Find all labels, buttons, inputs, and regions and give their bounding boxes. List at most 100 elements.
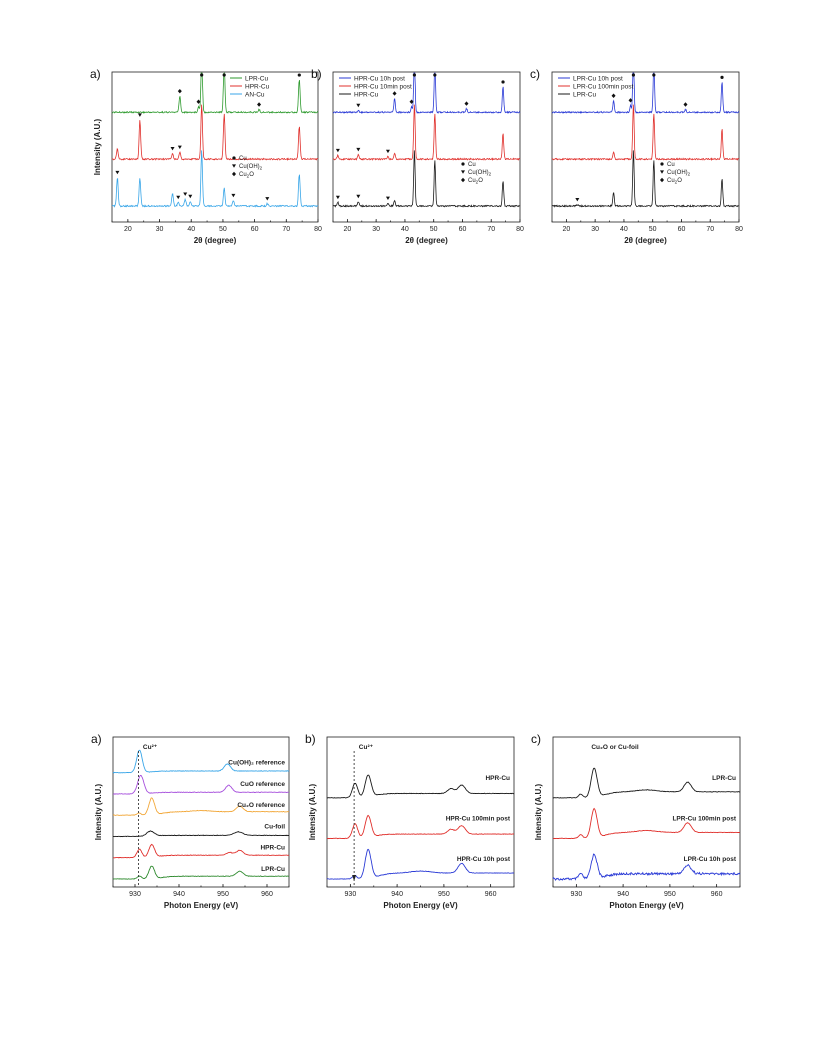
marker-cuoh2 — [335, 148, 340, 153]
marker-cuoh2 — [335, 195, 340, 200]
series-line — [327, 814, 514, 840]
x-tick-label: 30 — [591, 226, 599, 233]
xrd-chart-a: 20 30 40 50 60 70 80 2θ (degree) Intensity (A.U.… — [90, 67, 322, 245]
x-tick-label: 80 — [735, 226, 743, 233]
marker-legend-entry: Cu(OH)2 — [239, 164, 263, 171]
marker-cuoh2 — [170, 147, 175, 151]
panel-label: a) — [91, 732, 102, 746]
x-tick-label: 20 — [124, 226, 132, 233]
series-label: LPR-Cu 10h post — [684, 856, 737, 863]
marker-cu — [297, 73, 301, 77]
marker-cuoh2 — [188, 194, 193, 199]
x-tick-label: 30 — [156, 226, 164, 233]
marker-legend-entry: Cu — [667, 162, 675, 168]
x-tick-label: 20 — [562, 226, 570, 233]
series-line — [326, 848, 515, 880]
x-tick-label: 40 — [401, 226, 409, 233]
marker-cuoh2 — [232, 164, 236, 168]
marker-cuoh2 — [231, 193, 236, 198]
x-axis-label: 2θ (degree) — [624, 236, 667, 245]
plot-frame — [326, 736, 515, 888]
plot-frame — [551, 71, 740, 223]
series-line — [332, 150, 521, 208]
marker-cuoh2 — [461, 170, 465, 174]
series-label: Cu-foil — [264, 823, 285, 830]
x-tick-label: 60 — [251, 226, 259, 233]
marker-legend-entry: Cu2O — [468, 178, 483, 185]
x-tick-label: 960 — [261, 891, 273, 898]
legend-entry: HPR-Cu — [245, 83, 270, 90]
marker-cu — [461, 162, 465, 166]
marker-legend-entry: Cu(OH)2 — [667, 170, 691, 177]
arrow-head — [352, 875, 357, 881]
x-tick-label: 50 — [430, 226, 438, 233]
x-tick-label: 950 — [664, 891, 676, 898]
legend-entry: LPR-Cu — [245, 75, 269, 82]
legend-entry: LPR-Cu 100min post — [573, 83, 634, 90]
xas-chart-c: 930 940 950 960 Photon Energy (eV) Intensity … — [531, 732, 741, 910]
marker-cu2o — [660, 177, 664, 183]
marker-legend-entry: Cu — [239, 156, 247, 162]
x-tick-label: 940 — [173, 891, 185, 898]
series-line — [112, 749, 290, 774]
plot-frame — [111, 71, 319, 223]
x-tick-label: 950 — [217, 891, 229, 898]
x-tick-label: 930 — [129, 891, 141, 898]
series-line — [551, 104, 740, 162]
series-label: Cu₂O reference — [237, 802, 285, 809]
marker-cuoh2 — [385, 196, 390, 201]
panel-label: b) — [305, 732, 316, 746]
x-tick-label: 70 — [282, 226, 290, 233]
x-tick-label: 50 — [219, 226, 227, 233]
x-tick-label: 960 — [711, 891, 723, 898]
xas-chart-b: 930 940 950 960 Photon Energy (eV) Intensity … — [305, 732, 515, 910]
x-tick-label: 20 — [343, 226, 351, 233]
series-line — [112, 830, 290, 838]
marker-cuoh2 — [137, 113, 142, 117]
marker-cuoh2 — [115, 170, 120, 175]
marker-cu2o — [409, 99, 414, 104]
panel-label: a) — [90, 67, 101, 81]
xas-chart-a: 930 940 950 960 Photon Energy (eV) Intensity … — [91, 732, 290, 910]
xrd-chart-c: 20 30 40 50 60 70 80 2θ (degree) c) LPR-Cu 10h po… — [530, 67, 743, 245]
marker-legend-entry: Cu — [468, 162, 476, 168]
marker-cuoh2 — [356, 194, 361, 199]
marker-cuoh2 — [660, 170, 664, 174]
x-tick-label: 80 — [516, 226, 524, 233]
marker-cu2o — [628, 98, 633, 103]
series-label: LPR-Cu — [712, 775, 736, 782]
marker-cu — [232, 156, 236, 160]
marker-cu — [652, 73, 656, 77]
marker-cu — [720, 75, 724, 79]
series-line — [332, 104, 521, 161]
series-line — [332, 72, 521, 114]
x-tick-label: 50 — [649, 226, 657, 233]
x-axis-label: Photon Energy (eV) — [383, 901, 458, 910]
series-line — [111, 72, 319, 114]
x-axis-label: Photon Energy (eV) — [164, 901, 239, 910]
y-axis-label: Intensity (A.U.) — [534, 783, 543, 840]
series-label: CuO reference — [240, 781, 285, 788]
marker-cu2o — [464, 101, 469, 106]
x-tick-label: 950 — [438, 891, 450, 898]
marker-cu — [501, 80, 505, 84]
xrd-chart-b: 20 30 40 50 60 70 80 2θ (degree) b) HPR-Cu 10h po… — [311, 67, 524, 245]
x-tick-label: 940 — [617, 891, 629, 898]
marker-cuoh2 — [265, 197, 270, 201]
marker-cu2o — [196, 99, 201, 104]
legend-entry: HPR-Cu — [354, 91, 379, 98]
x-tick-label: 960 — [485, 891, 497, 898]
series-line — [552, 853, 741, 881]
peak-annotation: Cu²⁺ — [143, 744, 158, 751]
marker-cuoh2 — [356, 147, 361, 152]
peak-annotation: Cu²⁺ — [359, 744, 374, 751]
legend-entry: LPR-Cu — [573, 91, 597, 98]
legend-entry: LPR-Cu 10h post — [573, 75, 623, 82]
marker-cu2o — [177, 88, 182, 94]
legend-entry: HPR-Cu 10min post — [354, 83, 412, 90]
series-line — [112, 797, 290, 816]
marker-cu2o — [683, 102, 688, 107]
x-axis-label: Photon Energy (eV) — [609, 901, 684, 910]
marker-cuoh2 — [575, 198, 580, 202]
